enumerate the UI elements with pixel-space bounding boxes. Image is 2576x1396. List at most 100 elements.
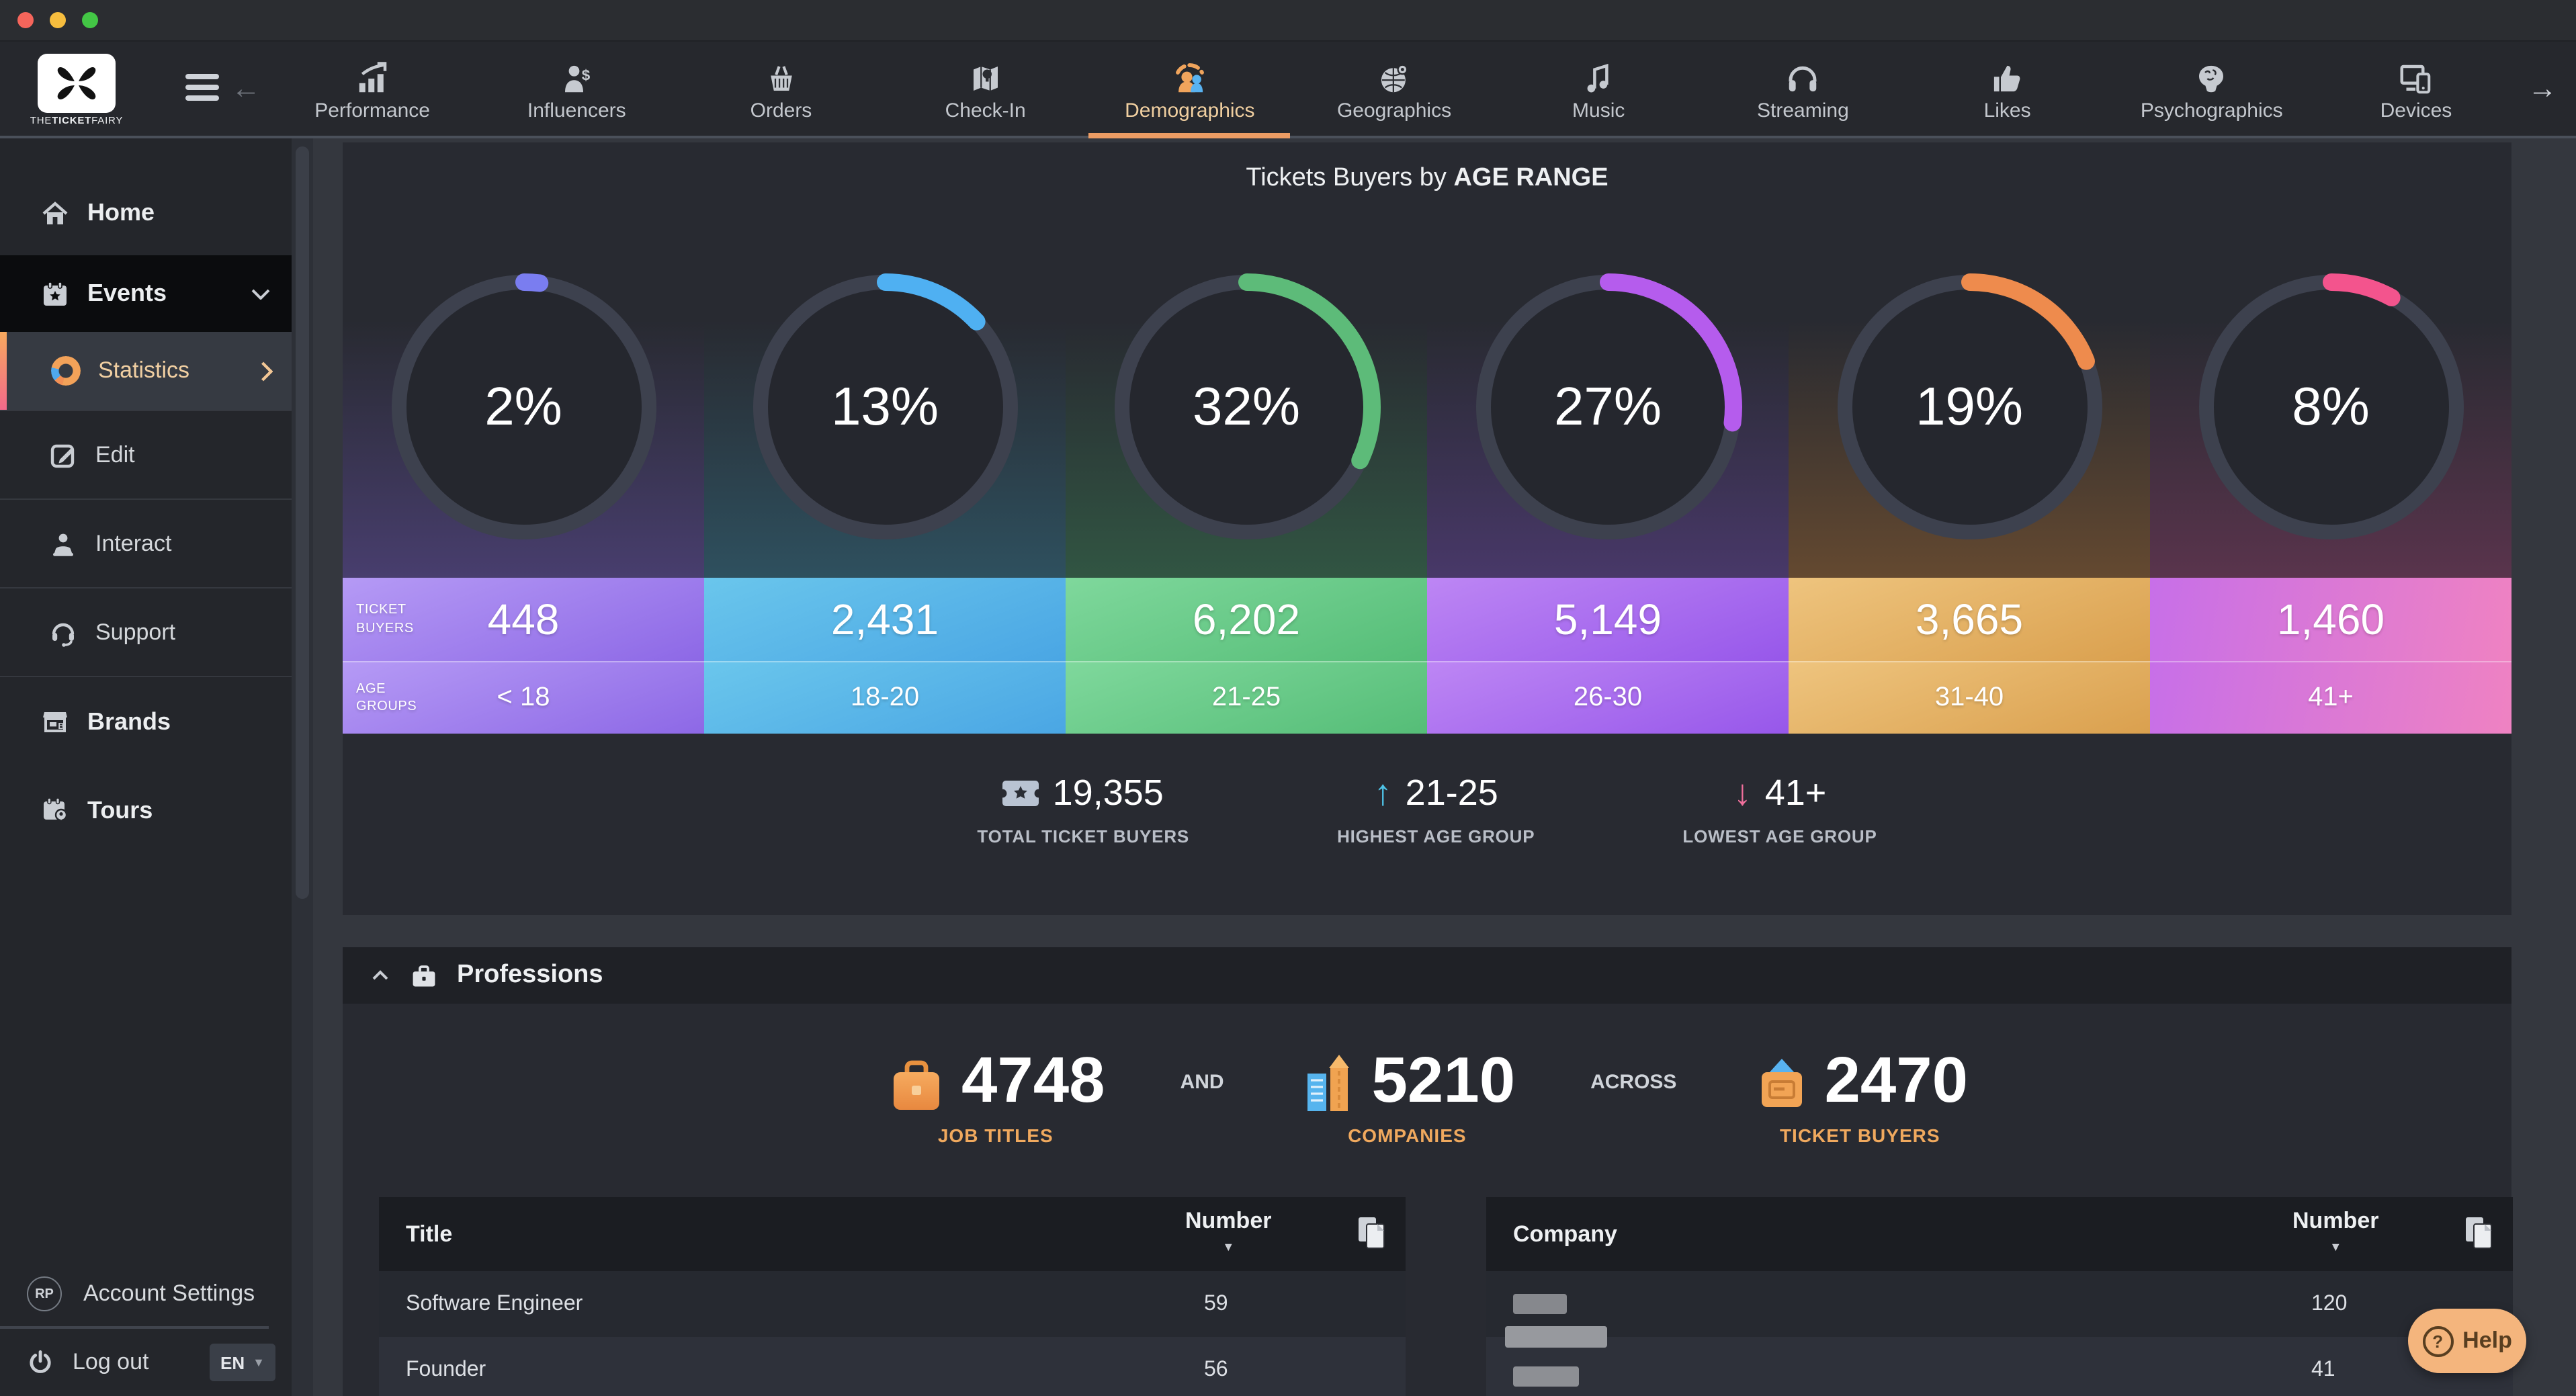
age-gauge-col-under18: 2%	[343, 220, 704, 578]
active-tab-underline	[1088, 133, 1291, 138]
tab-influencers[interactable]: $ Influencers	[474, 42, 679, 136]
svg-text:B: B	[58, 721, 64, 731]
ticket-orange-icon	[1752, 1055, 1811, 1114]
buyers-value: 448	[487, 595, 560, 643]
tab-orders[interactable]: Orders	[679, 42, 883, 136]
group-value: 18-20	[850, 683, 920, 712]
highest-age-group-stat: ↑ 21-25 HIGHEST AGE GROUP	[1337, 773, 1535, 846]
tab-devices[interactable]: Devices	[2314, 42, 2518, 136]
sidebar-item-edit[interactable]: Edit	[0, 410, 292, 498]
tab-streaming[interactable]: Streaming	[1701, 42, 1905, 136]
gauge-percent: 19%	[1915, 377, 2024, 436]
column-number: Number	[1185, 1208, 1272, 1233]
table-row: Software Engineer 59	[379, 1271, 1406, 1337]
scroll-tabs-left-icon[interactable]: ←	[231, 71, 261, 105]
account-settings-label: Account Settings	[83, 1280, 255, 1306]
brain-icon	[2194, 56, 2230, 96]
row-number: 59	[1204, 1292, 1228, 1315]
gauge-ring: 27%	[1471, 270, 1745, 544]
age-gauge-col-26-30: 27%	[1427, 220, 1789, 578]
tab-label: Demographics	[1125, 99, 1255, 122]
tab-demographics[interactable]: Demographics	[1088, 42, 1292, 138]
sidebar-item-tours[interactable]: Tours	[0, 766, 292, 855]
tab-psychographics[interactable]: Psychographics	[2110, 42, 2314, 136]
sidebar-item-events[interactable]: Events	[0, 255, 292, 332]
devices-icon	[2398, 56, 2434, 96]
tab-label: Music	[1572, 99, 1625, 122]
butterfly-logo-icon	[57, 67, 96, 99]
scroll-tabs-right-icon[interactable]: →	[2528, 71, 2557, 105]
tab-label: Check-In	[945, 99, 1026, 122]
dropdown-caret-icon: ▼	[253, 1356, 265, 1369]
edit-pencil-icon	[47, 439, 79, 471]
job-titles-table: Title Number ▼ Software Engineer 59 Foun…	[379, 1197, 1406, 1396]
ticket-icon	[1002, 781, 1039, 806]
language-value: EN	[220, 1352, 245, 1372]
gauge-ring: 19%	[1832, 270, 2106, 544]
power-icon[interactable]	[26, 1348, 55, 1377]
row-title: Software Engineer	[406, 1292, 583, 1315]
top-navbar: THETICKETFAIRY ← → Performance $ Influen…	[0, 42, 2576, 138]
row-number: 120	[2311, 1292, 2348, 1315]
collapse-chevron-icon[interactable]	[372, 970, 388, 981]
tab-performance[interactable]: Performance	[270, 42, 474, 136]
stat-value: 21-25	[1405, 773, 1498, 813]
lowest-age-group-stat: ↓ 41+ LOWEST AGE GROUP	[1682, 773, 1877, 846]
number-sort-control[interactable]: Number ▼	[1185, 1208, 1271, 1254]
vertical-scrollbar-thumb[interactable]	[296, 146, 309, 899]
tab-label: Orders	[750, 99, 812, 122]
copy-table-icon[interactable]	[2464, 1216, 2494, 1251]
sort-desc-icon: ▼	[1222, 1240, 1235, 1254]
menu-toggle-button[interactable]	[185, 74, 219, 101]
account-settings[interactable]: RP Account Settings	[0, 1262, 292, 1326]
table-header: Title Number ▼	[379, 1197, 1406, 1271]
active-item-accent	[0, 332, 7, 410]
age-panel-title: Tickets Buyers by AGE RANGE	[1246, 164, 1608, 192]
stat-value: 4748	[961, 1045, 1105, 1117]
home-icon	[39, 197, 71, 229]
ticketfairy-logo[interactable]	[38, 54, 116, 113]
sidebar-item-label: Events	[87, 279, 167, 306]
globe-pin-icon	[1376, 56, 1412, 96]
table-row: 41	[1486, 1326, 2513, 1396]
buyers-value: 2,431	[830, 595, 939, 643]
copy-table-icon[interactable]	[1357, 1216, 1387, 1251]
maximize-window-button[interactable]	[82, 12, 98, 28]
sidebar-item-label: Support	[95, 619, 176, 644]
age-range-panel: Tickets Buyers by AGE RANGE 2% 13%	[343, 142, 2511, 915]
logout-label[interactable]: Log out	[73, 1349, 149, 1375]
people-demographics-icon	[1172, 56, 1208, 96]
conjunction-across: ACROSS	[1590, 1070, 1677, 1093]
tab-checkin[interactable]: Check-In	[884, 42, 1088, 136]
sidebar-item-home[interactable]: Home	[0, 171, 292, 255]
tab-music[interactable]: Music	[1496, 42, 1701, 136]
tab-label: Streaming	[1757, 99, 1849, 122]
group-value: 31-40	[1934, 683, 2004, 712]
professions-section-header[interactable]: Professions	[343, 947, 2511, 1004]
sidebar-item-brands[interactable]: B Brands	[0, 676, 292, 766]
person-dollar-icon: $	[558, 56, 595, 96]
tab-likes[interactable]: Likes	[1905, 42, 2110, 136]
column-number: Number	[2292, 1208, 2379, 1233]
age-gauge-col-41plus: 8%	[2150, 220, 2511, 578]
age-gauge-col-18-20: 13%	[704, 220, 1066, 578]
gauge-percent: 2%	[484, 377, 562, 436]
tab-label: Influencers	[527, 99, 626, 122]
minimize-window-button[interactable]	[50, 12, 66, 28]
tab-geographics[interactable]: Geographics	[1292, 42, 1496, 136]
sidebar-item-label: Statistics	[98, 357, 190, 383]
number-sort-control[interactable]: Number ▼	[2292, 1208, 2378, 1254]
sidebar: Home Events Statistics Edit Interact Sup…	[0, 138, 292, 1396]
age-summary: 19,355 TOTAL TICKET BUYERS ↑ 21-25 HIGHE…	[343, 732, 2511, 846]
sidebar-item-interact[interactable]: Interact	[0, 498, 292, 587]
ticket-buyers-stat: 2470 TICKET BUYERS	[1752, 1049, 1968, 1146]
sidebar-item-support[interactable]: Support	[0, 587, 292, 676]
gauge-ring: 2%	[386, 270, 660, 544]
sidebar-item-statistics[interactable]: Statistics	[0, 332, 292, 410]
table-row: 120	[1486, 1271, 2513, 1337]
close-window-button[interactable]	[17, 12, 34, 28]
help-button[interactable]: ? Help	[2408, 1309, 2526, 1373]
language-dropdown[interactable]: EN ▼	[210, 1344, 275, 1381]
briefcase-orange-icon	[886, 1055, 948, 1114]
professions-title: Professions	[457, 961, 603, 989]
